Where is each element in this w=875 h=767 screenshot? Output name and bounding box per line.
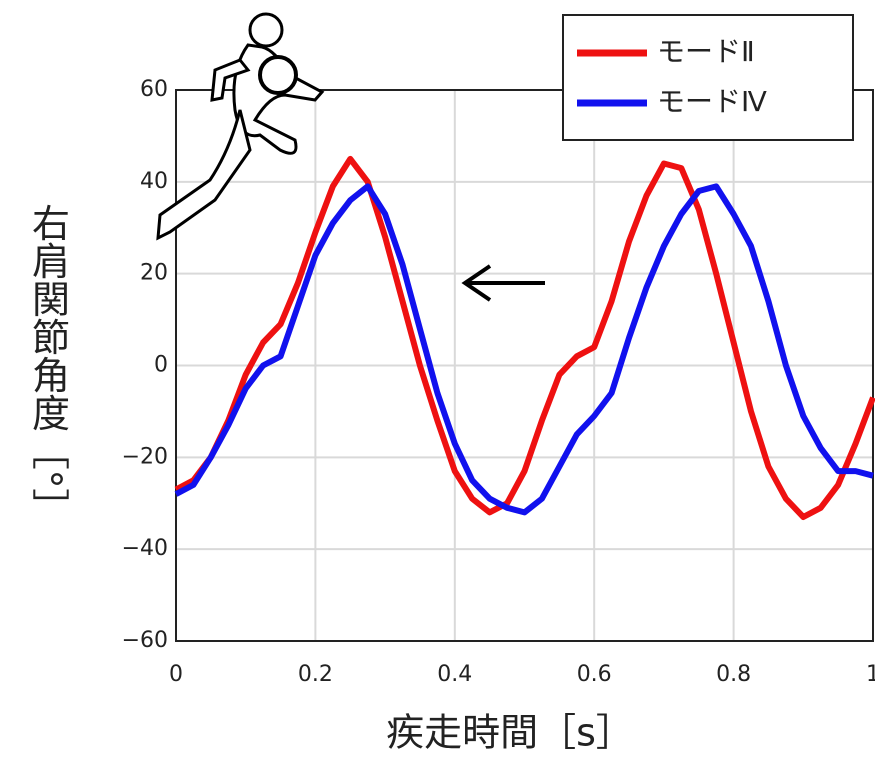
y-axis-label: 右肩関節角度［°］ (26, 204, 70, 527)
y-tick-label: −40 (122, 536, 168, 561)
y-tick-label: 0 (154, 353, 168, 378)
legend: モードⅡ モードⅣ (563, 15, 853, 140)
y-tick-label: 60 (140, 77, 168, 102)
x-tick-label: 0.6 (577, 662, 612, 687)
y-tick-label: 40 (140, 169, 168, 194)
y-tick-label: −20 (122, 444, 168, 469)
legend-label: モードⅡ (657, 35, 755, 68)
x-tick-label: 0.2 (298, 662, 333, 687)
x-tick-label: 0 (169, 662, 183, 687)
legend-box (563, 15, 853, 140)
x-tick-label: 0.8 (716, 662, 751, 687)
y-tick-label: −60 (122, 628, 168, 653)
x-axis-label: 疾走時間［s］ (386, 711, 634, 755)
legend-label: モードⅣ (657, 85, 767, 118)
x-tick-label: 0.4 (437, 662, 472, 687)
chart: 疾走時間［s］ 右肩関節角度［°］ −60 −40 −20 0 20 40 60 0 0.2 0.… (0, 0, 875, 763)
y-tick-label: 20 (140, 261, 168, 286)
x-tick-label: 1 (866, 662, 875, 687)
